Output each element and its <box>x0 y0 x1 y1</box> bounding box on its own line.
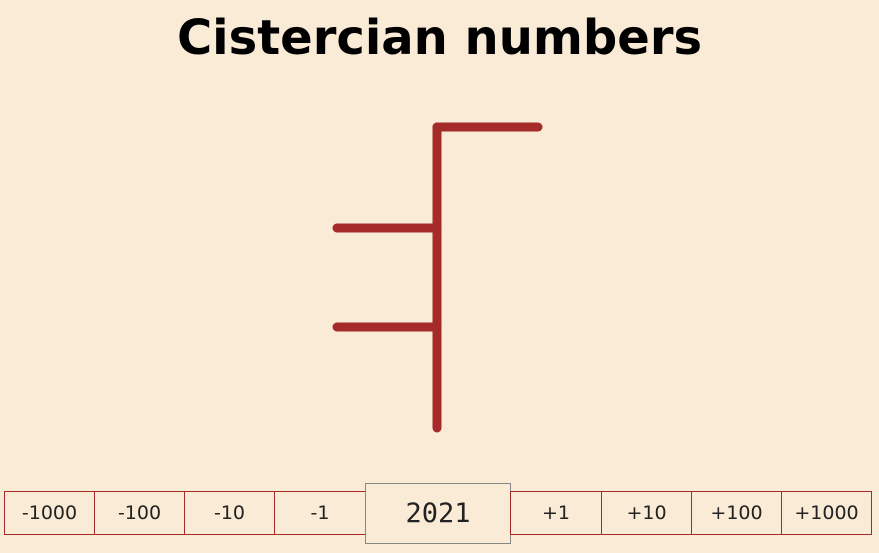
minus-100-button[interactable]: -100 <box>94 491 185 535</box>
number-controls: -1000 -100 -10 -1 +1 +10 +100 +1000 <box>4 483 872 544</box>
plus-1-button[interactable]: +1 <box>510 491 602 535</box>
minus-10-button[interactable]: -10 <box>184 491 275 535</box>
plus-1000-button[interactable]: +1000 <box>781 491 872 535</box>
page-title: Cistercian numbers <box>176 10 703 66</box>
minus-1-button[interactable]: -1 <box>274 491 366 535</box>
minus-1000-button[interactable]: -1000 <box>4 491 95 535</box>
number-input[interactable] <box>365 483 511 544</box>
plus-10-button[interactable]: +10 <box>601 491 692 535</box>
plus-100-button[interactable]: +100 <box>691 491 782 535</box>
